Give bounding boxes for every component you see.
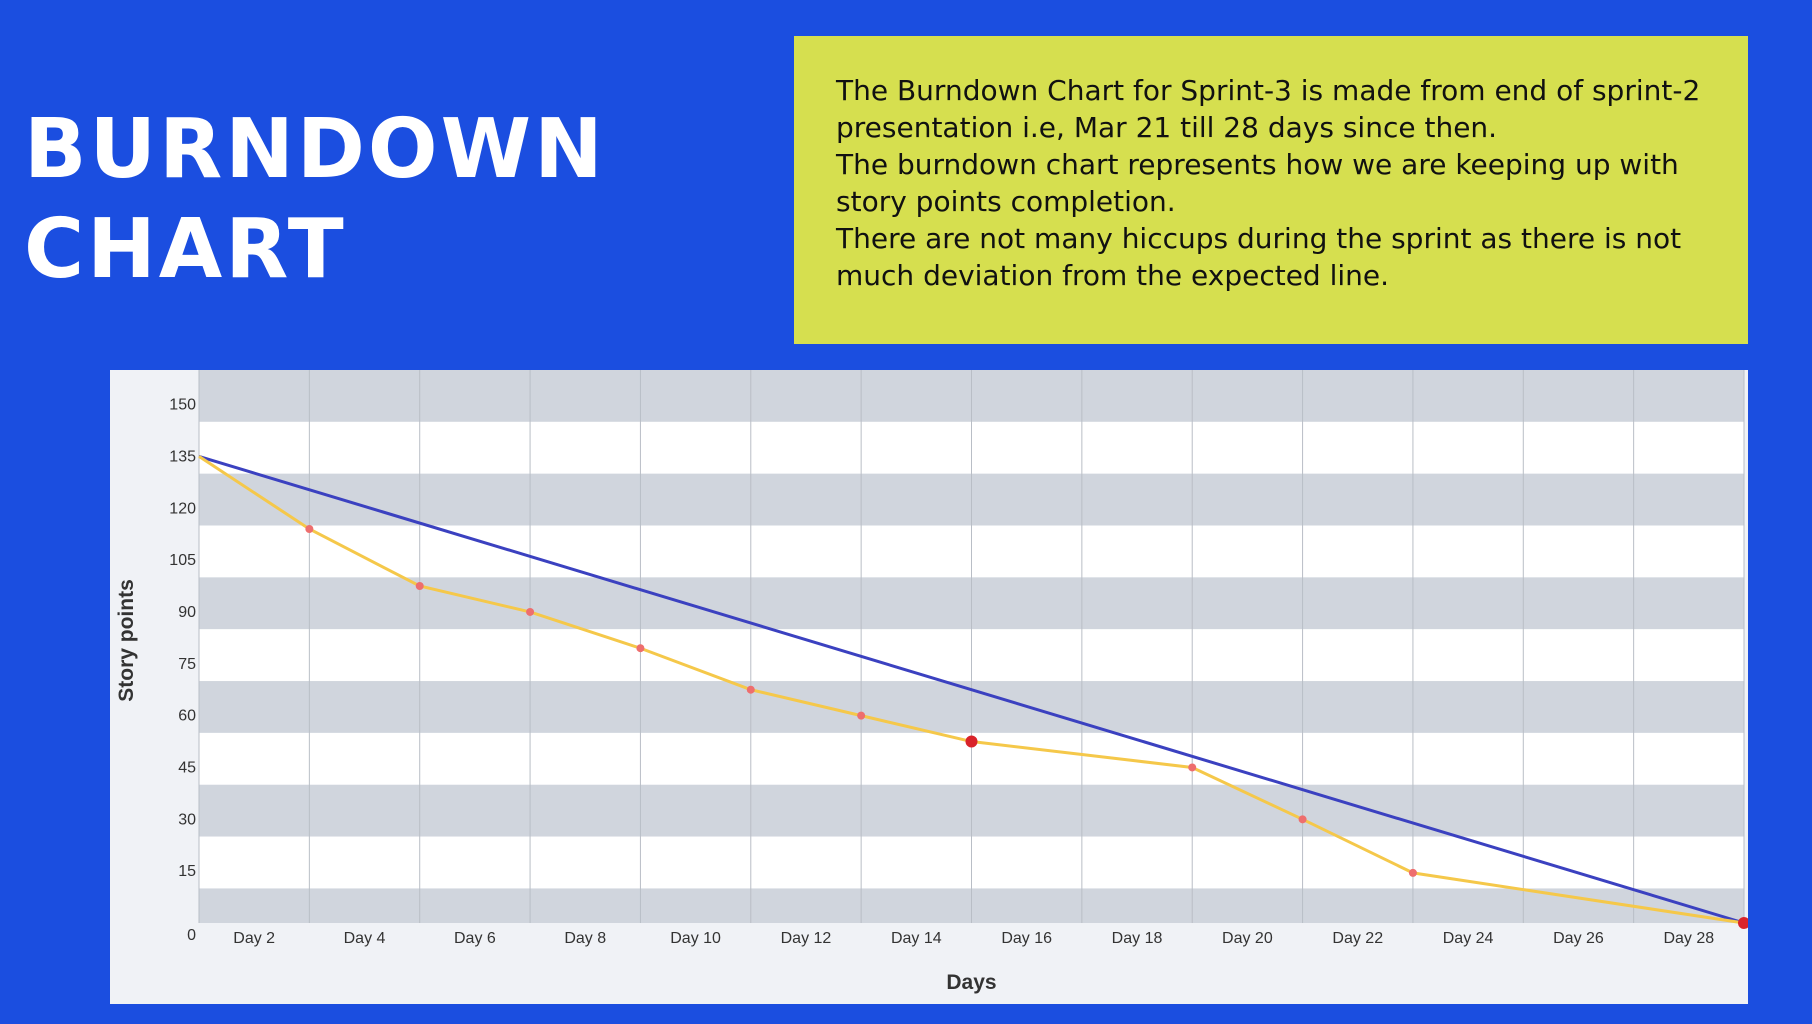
y-axis-title: Story points bbox=[115, 579, 138, 702]
y-tick-label: 60 bbox=[178, 708, 196, 725]
chart-panel: 0 15 30 45 60 75 90 105 120 135 150 Day 2 Day 4 Day 6… bbox=[110, 370, 1750, 1004]
y-tick-label: 75 bbox=[178, 656, 196, 673]
slide-title: BURNDOWN CHART bbox=[24, 100, 606, 300]
y-tick-label: 150 bbox=[169, 397, 196, 414]
highlighted-data-point bbox=[1738, 917, 1750, 929]
actual-data-point bbox=[1298, 815, 1307, 824]
y-tick-label: 90 bbox=[178, 604, 196, 621]
x-tick-label: Day 28 bbox=[1663, 930, 1714, 947]
y-tick-label: 45 bbox=[178, 759, 196, 776]
x-tick-label: Day 20 bbox=[1222, 930, 1273, 947]
x-tick-label: Day 12 bbox=[781, 930, 832, 947]
y-tick-label: 120 bbox=[169, 500, 196, 517]
y-tick-label: 105 bbox=[169, 552, 196, 569]
y-tick-label: 0 bbox=[187, 927, 196, 944]
slide-title-line-2: CHART bbox=[24, 202, 347, 297]
x-tick-label: Day 16 bbox=[1001, 930, 1052, 947]
slide-title-line-1: BURNDOWN bbox=[24, 102, 606, 197]
notes-paragraph: There are not many hiccups during the sp… bbox=[836, 222, 1682, 292]
x-tick-label: Day 14 bbox=[891, 930, 942, 947]
y-tick-label: 15 bbox=[178, 863, 196, 880]
y-tick-label: 30 bbox=[178, 811, 196, 828]
actual-data-point bbox=[1188, 763, 1197, 772]
x-tick-label: Day 22 bbox=[1332, 930, 1383, 947]
x-axis-title: Days bbox=[946, 971, 996, 994]
x-tick-label: Day 8 bbox=[564, 930, 606, 947]
x-tick-label: Day 10 bbox=[670, 930, 721, 947]
x-tick-label: Day 26 bbox=[1553, 930, 1604, 947]
notes-paragraph: The burndown chart represents how we are… bbox=[836, 148, 1679, 218]
actual-line bbox=[198, 455, 1745, 925]
actual-data-point bbox=[305, 524, 314, 533]
actual-data-point bbox=[636, 644, 645, 653]
x-tick-label: Day 2 bbox=[233, 930, 275, 947]
actual-data-point bbox=[415, 582, 424, 591]
notes-paragraph: The Burndown Chart for Sprint-3 is made … bbox=[836, 74, 1701, 144]
x-tick-label: Day 18 bbox=[1112, 930, 1163, 947]
x-tick-label: Day 24 bbox=[1443, 930, 1494, 947]
actual-data-point bbox=[1408, 868, 1417, 877]
highlighted-data-point bbox=[965, 735, 978, 748]
burndown-chart: 0 15 30 45 60 75 90 105 120 135 150 Day 2 Day 4 Day 6… bbox=[115, 370, 1750, 994]
actual-data-point bbox=[857, 711, 866, 720]
expected-line bbox=[198, 454, 1745, 925]
x-tick-label: Day 6 bbox=[454, 930, 496, 947]
notes-box: The Burndown Chart for Sprint-3 is made … bbox=[794, 36, 1748, 344]
actual-data-point bbox=[526, 607, 535, 616]
y-tick-label: 135 bbox=[169, 448, 196, 465]
x-tick-label: Day 4 bbox=[344, 930, 386, 947]
actual-data-point bbox=[746, 685, 755, 694]
